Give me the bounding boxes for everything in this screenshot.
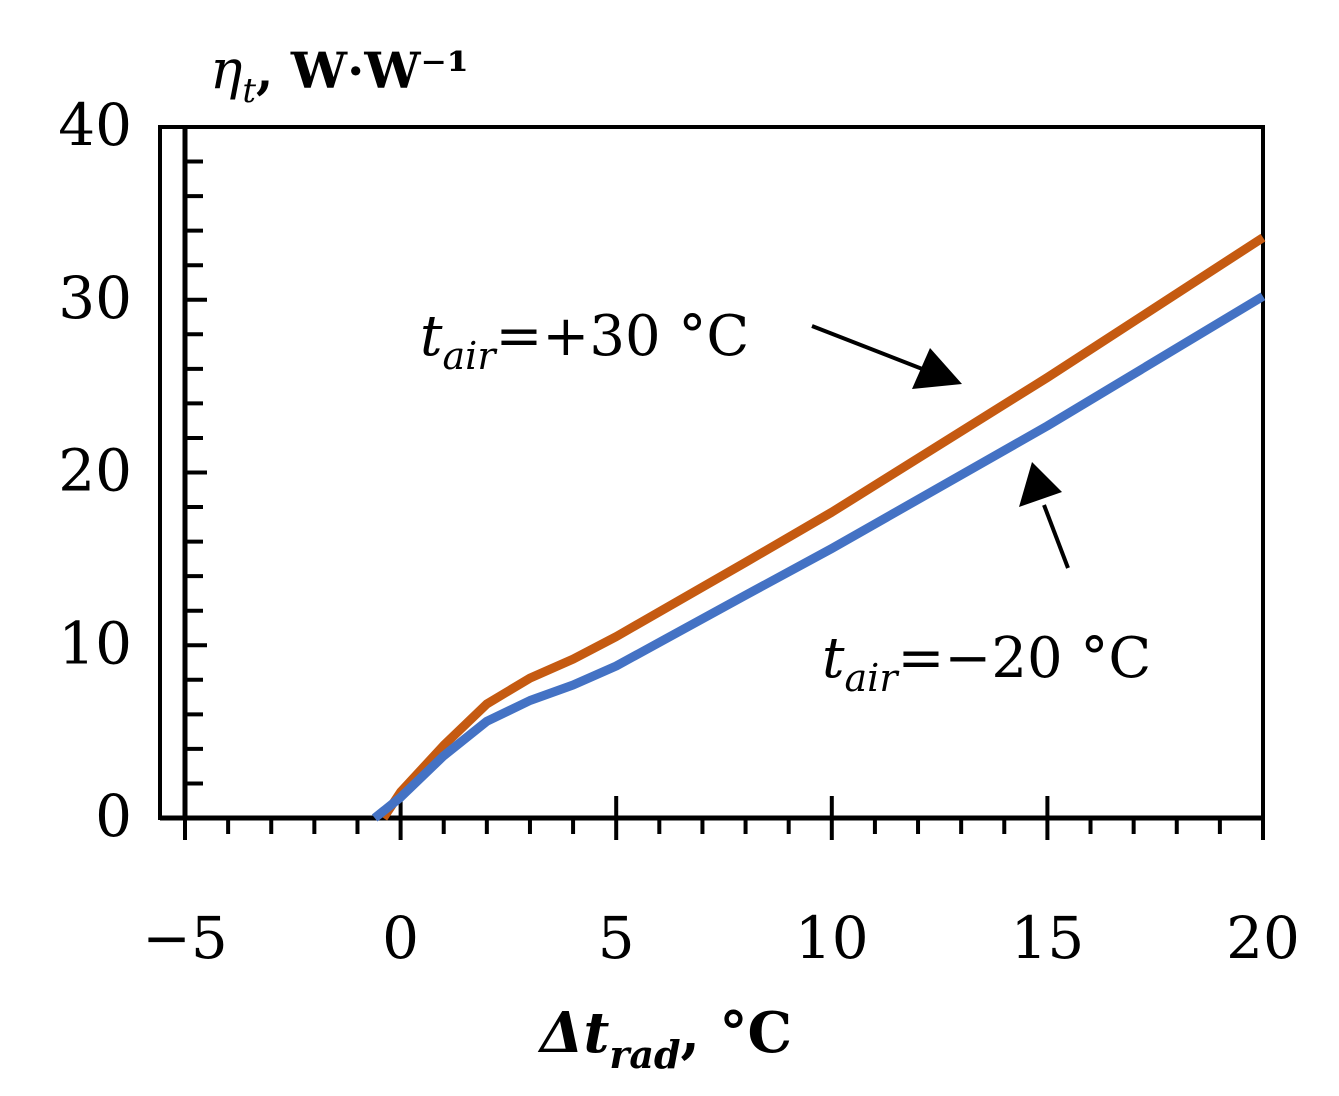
y-axis-symbol-sub: t (242, 71, 256, 111)
series-label-warm-sub: air (443, 334, 499, 378)
y-tick-label: 10 (58, 609, 132, 677)
x-tick-label: −5 (142, 904, 228, 972)
x-axis-unit: , °C (681, 1000, 793, 1066)
tick-marks (183, 125, 1265, 840)
series-lines (371, 233, 1266, 822)
y-tick-labels: 0 10 20 30 40 (58, 91, 132, 850)
y-axis-unit: , W·W⁻¹ (256, 41, 469, 100)
y-tick-label: 0 (95, 782, 132, 850)
arrow-warm (811, 324, 962, 389)
x-tick-label: 5 (598, 904, 635, 972)
series-label-cold-sub: air (845, 656, 901, 700)
y-tick-label: 20 (58, 437, 132, 505)
series-label-cold-rest: =−20 °C (898, 626, 1152, 691)
y-tick-label: 30 (58, 264, 132, 332)
y-axis-title: ηt, W·W⁻¹ (210, 38, 469, 111)
y-tick-label: 40 (58, 91, 132, 159)
series-label-cold: tair=−20 °C (822, 626, 1151, 700)
x-tick-labels: −5 0 5 10 15 20 (142, 904, 1300, 972)
x-tick-label: 10 (795, 904, 869, 972)
plot-frame (158, 125, 1265, 820)
y-axis-symbol: η (210, 38, 242, 101)
series-line-cold (371, 292, 1266, 822)
x-axis-title: Δtrad, °C (537, 1000, 792, 1077)
x-tick-label: 0 (382, 904, 419, 972)
x-tick-label: 15 (1010, 904, 1084, 972)
x-axis-symbol: Δt (537, 1000, 609, 1066)
x-axis-symbol-sub: rad (609, 1032, 680, 1077)
series-line-warm (379, 233, 1266, 821)
x-tick-label: 20 (1226, 904, 1300, 972)
series-label-warm-main: t (420, 304, 443, 369)
arrow-cold (1019, 462, 1070, 569)
series-label-warm: tair=+30 °C (420, 304, 749, 378)
series-label-warm-rest: =+30 °C (496, 304, 750, 369)
series-label-cold-main: t (822, 626, 845, 691)
